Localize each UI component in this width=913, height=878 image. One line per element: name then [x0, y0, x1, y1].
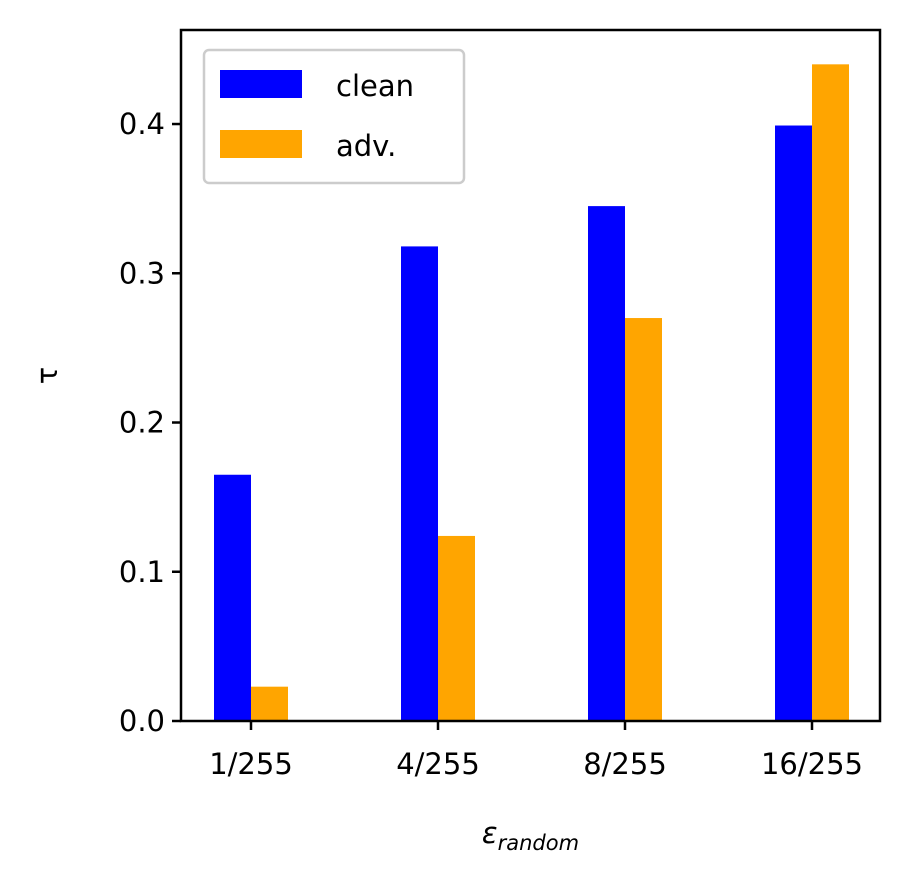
y-tick-label: 0.0: [119, 704, 165, 738]
x-tick-label: 4/255: [396, 747, 480, 781]
y-tick-label: 0.2: [119, 406, 165, 440]
bar-clean-1: [214, 474, 251, 721]
bar-clean-3: [588, 206, 625, 722]
legend: clean adv.: [202, 48, 466, 185]
bar-adv-2: [438, 535, 475, 721]
bars-layer: [214, 64, 849, 722]
plot-frame: [179, 28, 882, 723]
x-tick-label: 8/255: [583, 747, 667, 781]
y-axis-label: τ: [30, 367, 64, 384]
legend-label: adv.: [336, 129, 396, 163]
legend-label: clean: [336, 69, 414, 103]
bar-adv-1: [251, 686, 288, 721]
y-tick-label: 0.4: [119, 107, 165, 141]
x-tick-label: 16/255: [761, 747, 863, 781]
legend-items: clean adv.: [220, 69, 414, 163]
x-tick-label: 1/255: [209, 747, 293, 781]
x-axis-label-main: ε: [482, 816, 498, 850]
y-tick-label: 0.1: [119, 555, 165, 589]
bar-adv-4: [812, 64, 849, 722]
bar-clean-4: [775, 125, 812, 722]
bar-clean-2: [401, 246, 438, 722]
x-axis-label-subscript: random: [498, 831, 579, 855]
x-axis-ticks: 1/255 4/255 8/255 16/255: [209, 721, 863, 781]
bar-adv-3: [625, 318, 662, 721]
legend-swatch-adv: [220, 130, 302, 158]
y-axis-ticks: 0.0 0.1 0.2 0.3 0.4: [119, 107, 181, 738]
y-tick-label: 0.3: [119, 256, 165, 290]
legend-box: [202, 48, 466, 185]
legend-swatch-clean: [220, 70, 302, 98]
x-axis-label: εrandom: [482, 816, 579, 855]
